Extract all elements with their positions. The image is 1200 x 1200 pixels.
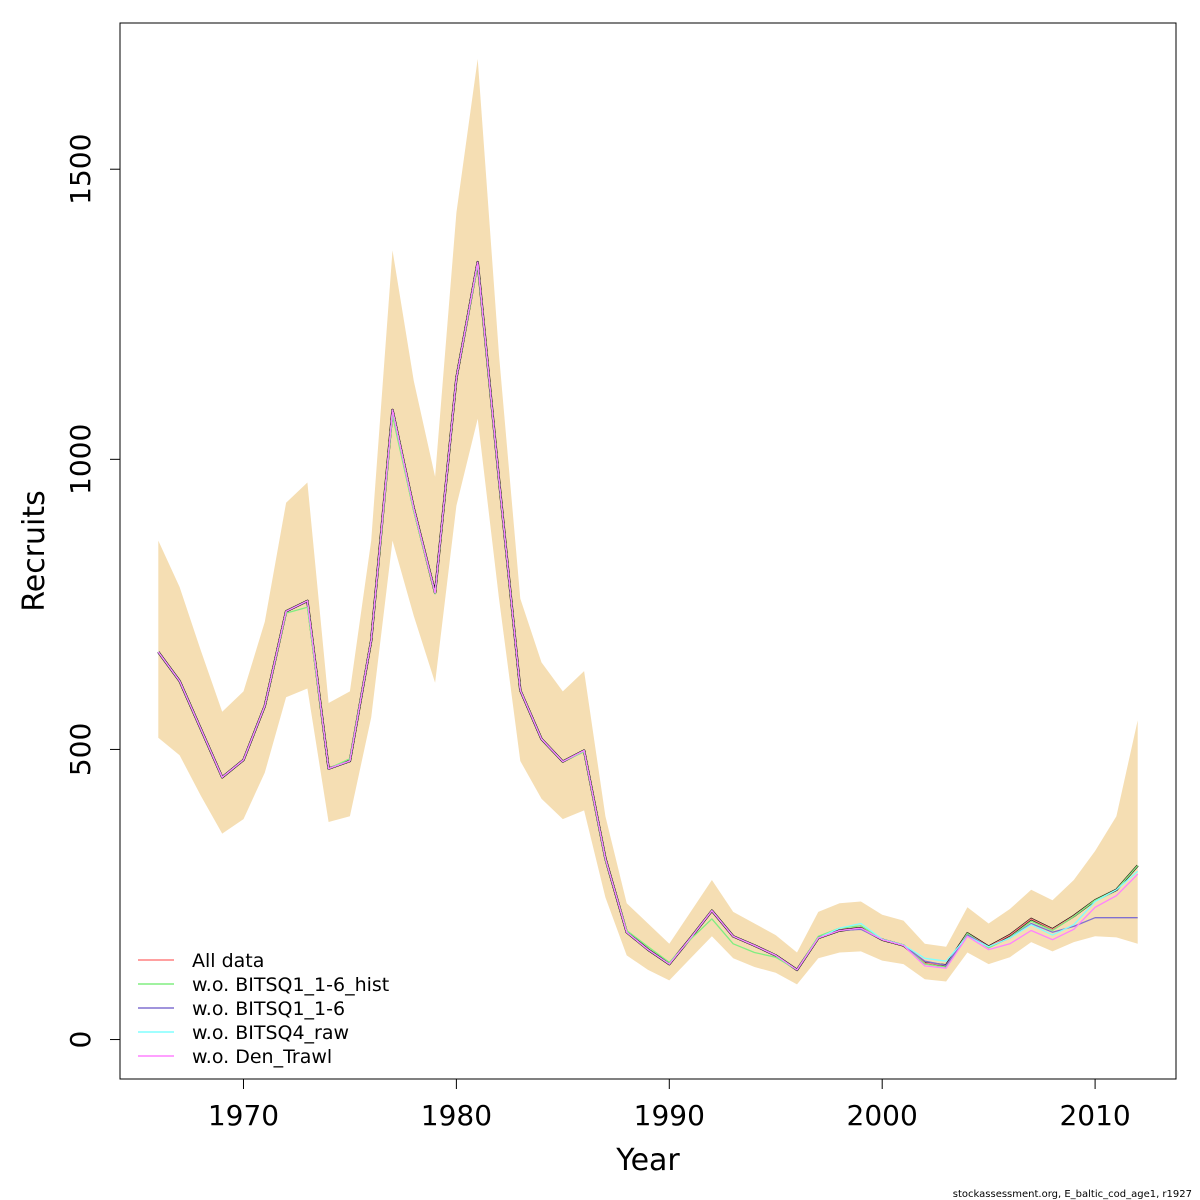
legend-item: w.o. BITSQ1_1-6_hist	[138, 974, 389, 996]
legend-label: All data	[192, 950, 264, 972]
y-tick-label: 500	[64, 723, 97, 776]
confidence-band-layer	[158, 59, 1138, 985]
x-tick-label: 1990	[634, 1099, 705, 1132]
x-tick-label: 2010	[1059, 1099, 1130, 1132]
x-axis-title: Year	[615, 1143, 680, 1178]
legend-label: w.o. Den_Trawl	[192, 1046, 332, 1068]
y-tick-label: 1500	[64, 134, 97, 205]
legend-label: w.o. BITSQ4_raw	[192, 1022, 349, 1044]
y-axis: 0 500 1000 1500	[64, 134, 121, 1049]
confidence-band	[158, 59, 1138, 985]
legend-label: w.o. BITSQ1_1-6_hist	[192, 974, 389, 996]
x-axis: 1970 1980 1990 2000 2010	[208, 1078, 1131, 1132]
series-layer	[157, 260, 1139, 972]
x-tick-label: 2000	[847, 1099, 918, 1132]
series-line-5	[157, 261, 1139, 971]
y-tick-label: 1000	[64, 424, 97, 495]
footer-credit: stockassessment.org, E_baltic_cod_age1, …	[953, 1189, 1192, 1200]
y-tick-label: 0	[64, 1031, 97, 1049]
legend-item: All data	[138, 950, 264, 972]
legend-item: w.o. BITSQ1_1-6	[138, 998, 345, 1020]
x-tick-label: 1970	[208, 1099, 279, 1132]
legend-item: w.o. Den_Trawl	[138, 1046, 332, 1068]
legend-item: w.o. BITSQ4_raw	[138, 1022, 349, 1044]
y-axis-title: Recruits	[17, 490, 52, 612]
legend-label: w.o. BITSQ1_1-6	[192, 998, 345, 1020]
x-tick-label: 1980	[421, 1099, 492, 1132]
